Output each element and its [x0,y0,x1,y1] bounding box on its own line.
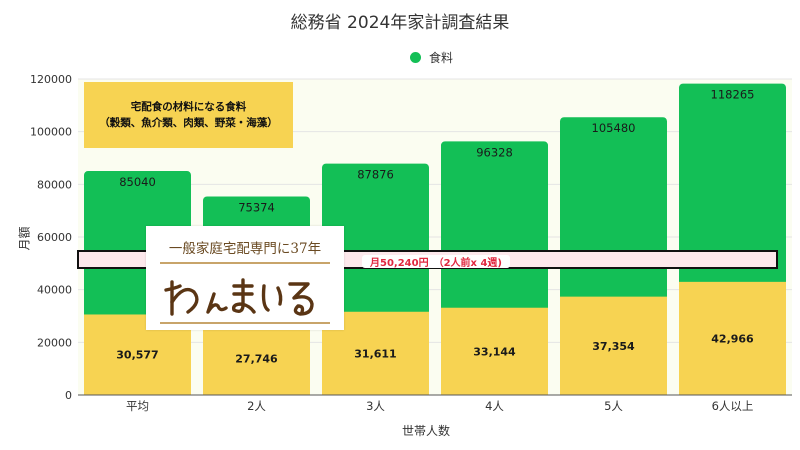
x-tick-label: 6人以上 [712,399,754,413]
ingredient-bar [203,321,310,395]
reference-label: 月50,240円 （2人前x 4週) [362,255,510,269]
axes: 0 20000 40000 60000 80000 100000 120000 平均 2人 3人 4… [30,73,792,413]
legend-label: 食料 [429,51,454,65]
ingredients-note-line-2: （穀類、魚介類、肉類、野菜・海藻） [99,117,278,129]
y-tick-label: 0 [65,389,72,402]
ingredient-bar-label: 42,966 [711,332,754,345]
total-bar-label: 75374 [238,201,275,215]
ingredients-note: 宅配食の材料になる食料 （穀類、魚介類、肉類、野菜・海藻） [84,82,293,148]
data-labels: 85040 30,577 75374 27,746 87876 31,611 96328 33… [116,88,754,366]
y-tick-label: 120000 [30,73,72,86]
legend[interactable]: 食料 [410,49,453,66]
x-tick-label: 2人 [247,399,266,413]
x-axis-title: 世帯人数 [402,424,451,438]
x-tick-label: 3人 [366,399,385,413]
y-tick-label: 40000 [37,284,72,297]
ingredient-bar-label: 30,577 [116,349,158,362]
y-tick-label: 100000 [30,126,72,139]
brand-logo-card: 一般家庭宅配専門に37年 [146,226,344,330]
y-tick-label: 80000 [37,178,72,191]
ingredient-bar-label: 37,354 [592,340,635,353]
chart-title: 総務省 2024年家計調査結果 [290,13,510,33]
legend-swatch [410,52,421,63]
y-tick-label: 60000 [37,231,72,244]
logo-rule-bottom [160,322,330,324]
ingredient-bar [441,307,548,395]
total-bar-label: 87876 [357,168,394,182]
ingredient-bar-label: 27,746 [235,352,278,365]
x-tick-label: 5人 [604,399,623,413]
total-bar-label: 85040 [119,175,156,189]
y-axis-title: 月額 [17,226,32,251]
x-tick-label: 4人 [485,399,504,413]
x-tick-label: 平均 [126,399,149,413]
logo-rule-top [160,262,330,264]
total-bar-label: 105480 [592,121,636,135]
y-tick-label: 20000 [37,336,72,349]
ingredient-bar-label: 31,611 [354,347,396,360]
total-bar-label: 118265 [711,88,755,102]
brand-tagline: 一般家庭宅配専門に37年 [168,241,322,257]
ingredient-bar-label: 33,144 [473,345,516,358]
wanmairu-logo-icon [164,278,314,316]
total-bar-label: 96328 [476,145,513,159]
ingredient-bar [679,281,786,395]
ingredient-bar [560,296,667,395]
ingredients-note-line-1: 宅配食の材料になる食料 [130,101,247,113]
